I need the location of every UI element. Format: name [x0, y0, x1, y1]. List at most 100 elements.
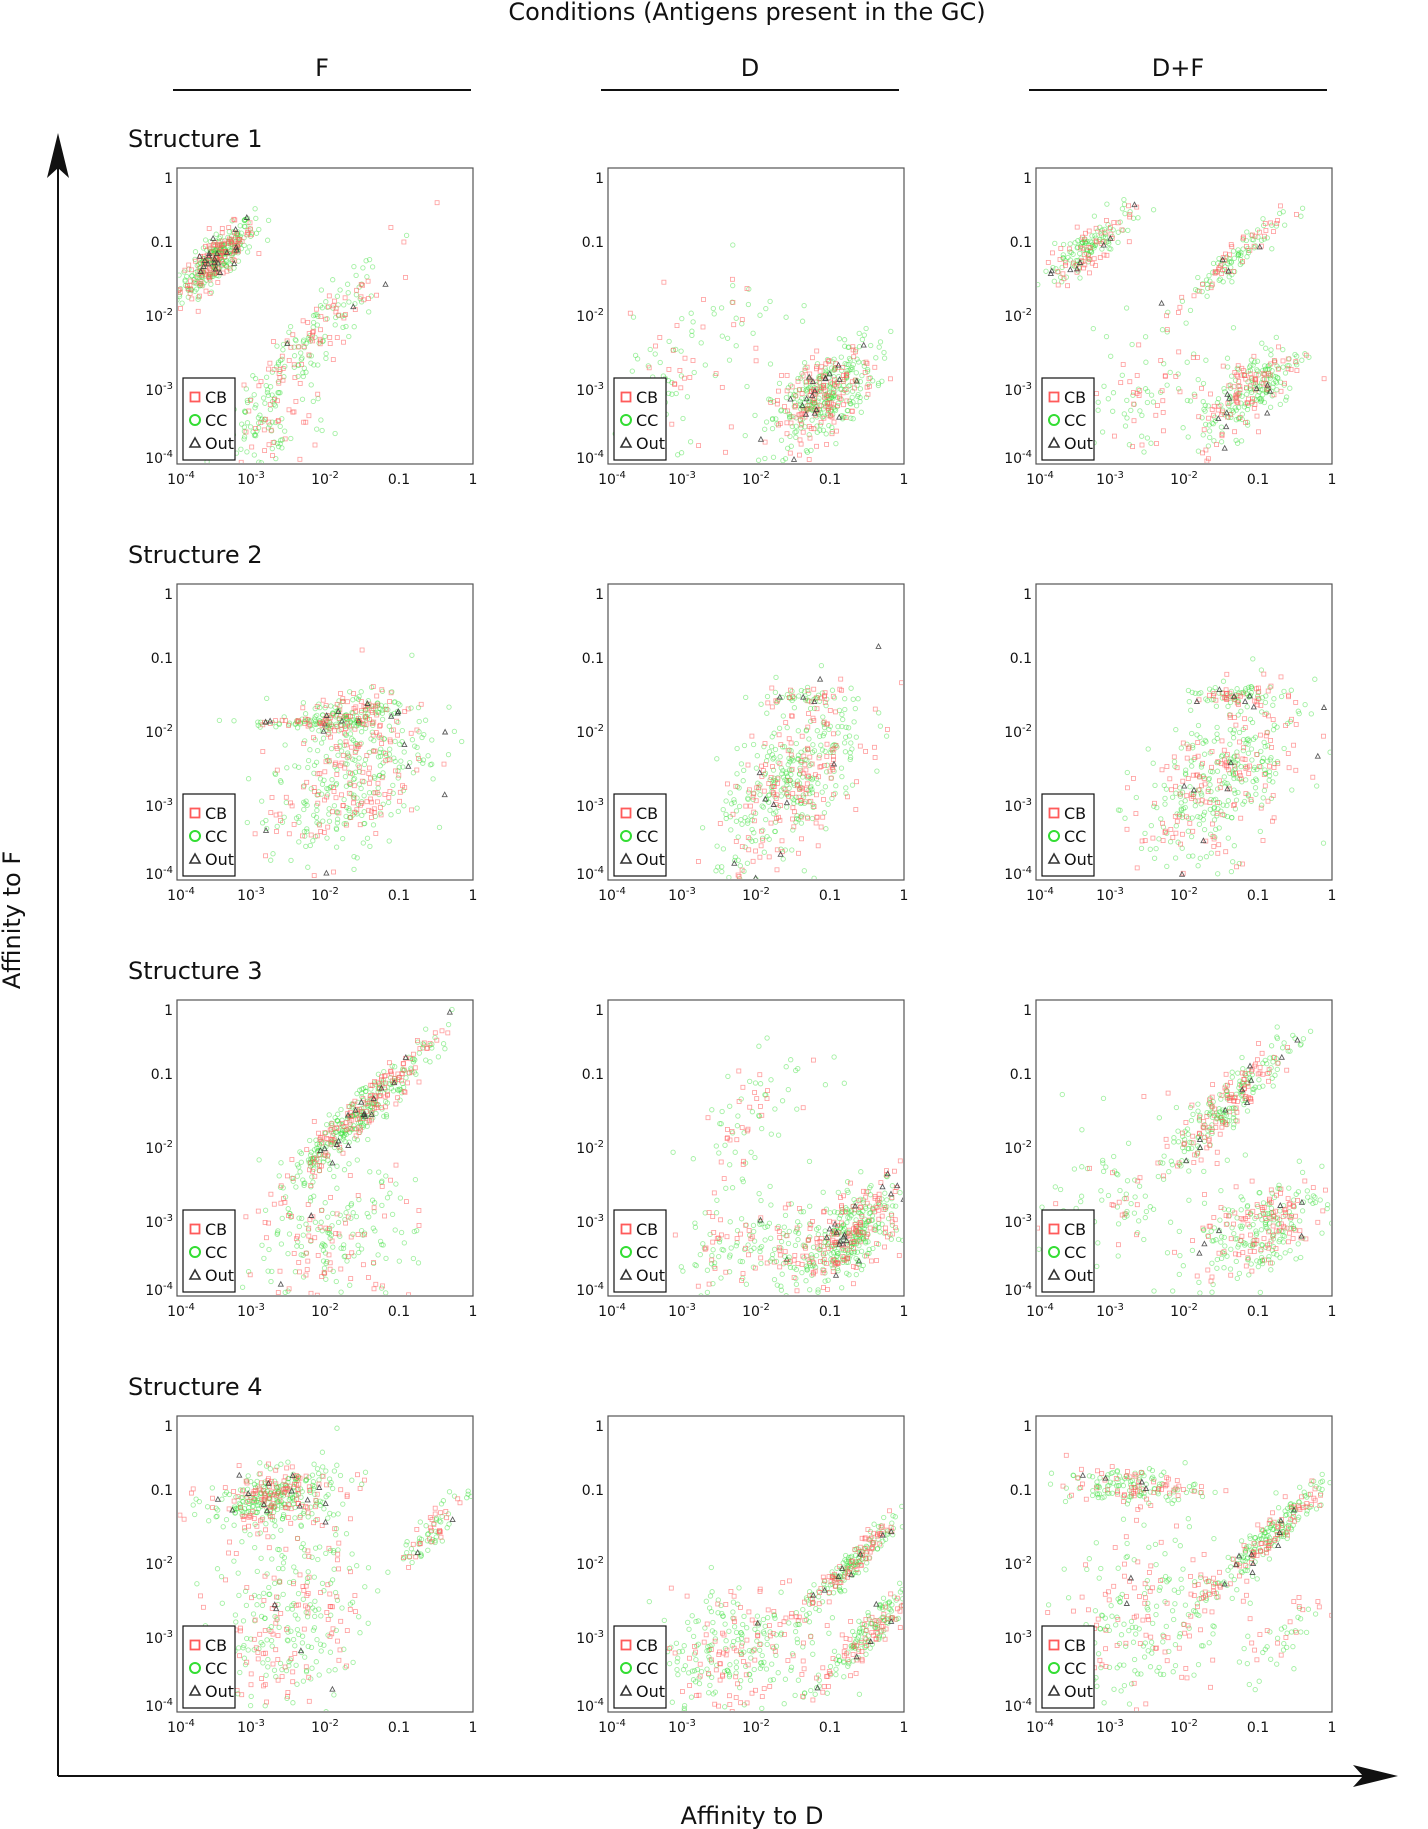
cc-point — [837, 1212, 844, 1218]
cc-point — [286, 329, 292, 335]
out-point — [1266, 387, 1274, 394]
cb-point — [192, 279, 198, 285]
cb-point — [1286, 692, 1291, 698]
cb-point — [319, 1134, 325, 1140]
cc-point — [846, 383, 852, 389]
cc-point — [1314, 783, 1320, 789]
cb-point — [1262, 233, 1267, 239]
cc-point — [324, 1258, 330, 1265]
cc-point — [742, 844, 748, 850]
cc-point — [767, 1183, 773, 1190]
cb-point — [334, 746, 340, 751]
cc-point — [411, 1228, 417, 1235]
cb-point — [187, 290, 193, 296]
cc-point — [1274, 374, 1281, 381]
cc-point — [1192, 690, 1198, 696]
cc-point — [815, 1289, 821, 1295]
cc-point — [1106, 240, 1112, 247]
cc-point — [415, 752, 421, 758]
cb-point — [776, 1245, 782, 1251]
cb-point — [310, 329, 316, 335]
cb-point — [1243, 420, 1248, 425]
cb-point — [792, 1253, 798, 1258]
cb-point — [874, 1258, 879, 1263]
cb-point — [357, 1106, 362, 1112]
row-label-structure-1: Structure 1 — [128, 125, 263, 153]
cb-point — [714, 1236, 720, 1241]
cc-point — [803, 728, 809, 734]
cc-point — [342, 1216, 348, 1223]
out-point — [211, 259, 218, 266]
cc-point — [758, 1243, 765, 1250]
cb-point — [311, 873, 317, 878]
cc-point — [757, 1248, 763, 1255]
out-point — [1158, 299, 1165, 306]
cc-point — [745, 820, 751, 826]
cc-point — [430, 776, 436, 782]
cc-point — [718, 305, 725, 311]
cc-point — [1252, 764, 1258, 771]
cb-point — [1263, 733, 1269, 739]
cb-point — [356, 764, 362, 770]
cb-point — [733, 783, 739, 789]
cb-point — [238, 459, 244, 463]
cc-point — [301, 1180, 307, 1187]
cc-point — [821, 400, 828, 406]
cc-point — [730, 242, 736, 248]
cc-point — [778, 407, 784, 413]
cc-point — [359, 1117, 366, 1123]
cb-point — [1173, 783, 1178, 789]
x-tick-label: 10-2 — [1170, 886, 1198, 904]
cc-point — [831, 1209, 838, 1215]
cc-point — [839, 1285, 845, 1291]
out-point — [1264, 409, 1271, 416]
out-point — [205, 250, 213, 257]
cb-point — [777, 1264, 783, 1270]
cc-point — [727, 814, 734, 820]
cb-point — [365, 296, 371, 302]
cc-point — [834, 1258, 840, 1264]
cc-point — [1224, 813, 1231, 820]
cc-point — [1260, 392, 1266, 398]
cc-point — [299, 355, 305, 361]
cc-point — [793, 388, 799, 394]
cb-point — [306, 352, 312, 358]
cb-point — [779, 373, 784, 378]
cc-point — [881, 1230, 887, 1236]
cc-point — [381, 736, 387, 742]
cb-point — [775, 776, 781, 782]
cc-point — [692, 1262, 698, 1268]
cb-point — [379, 775, 385, 781]
cb-point — [369, 721, 375, 726]
cc-point — [803, 695, 809, 702]
cc-point — [843, 790, 849, 797]
out-point — [277, 1280, 284, 1287]
cb-point — [814, 443, 819, 449]
out-point — [811, 409, 818, 416]
cc-point — [1100, 234, 1106, 240]
cb-point — [1215, 759, 1221, 765]
cb-point — [849, 379, 855, 385]
cc-point — [745, 301, 752, 308]
cb-point — [794, 1288, 800, 1294]
cc-point — [317, 776, 324, 782]
cc-point — [807, 762, 813, 769]
cb-point — [830, 767, 836, 773]
cc-point — [1243, 686, 1249, 692]
cc-point — [1077, 275, 1083, 281]
cc-point — [395, 700, 401, 707]
cb-point — [811, 718, 817, 723]
cc-point — [216, 235, 222, 241]
cc-point — [1201, 826, 1208, 833]
cb-point — [1242, 757, 1248, 762]
cc-point — [386, 838, 392, 844]
cb-point — [1216, 842, 1222, 848]
cc-point — [1224, 355, 1231, 361]
x-tick-label: 10-3 — [668, 886, 696, 904]
cc-point — [767, 298, 773, 305]
cb-point — [291, 822, 297, 827]
cc-point — [1151, 855, 1158, 861]
cc-point — [843, 734, 849, 740]
cc-point — [748, 813, 754, 819]
